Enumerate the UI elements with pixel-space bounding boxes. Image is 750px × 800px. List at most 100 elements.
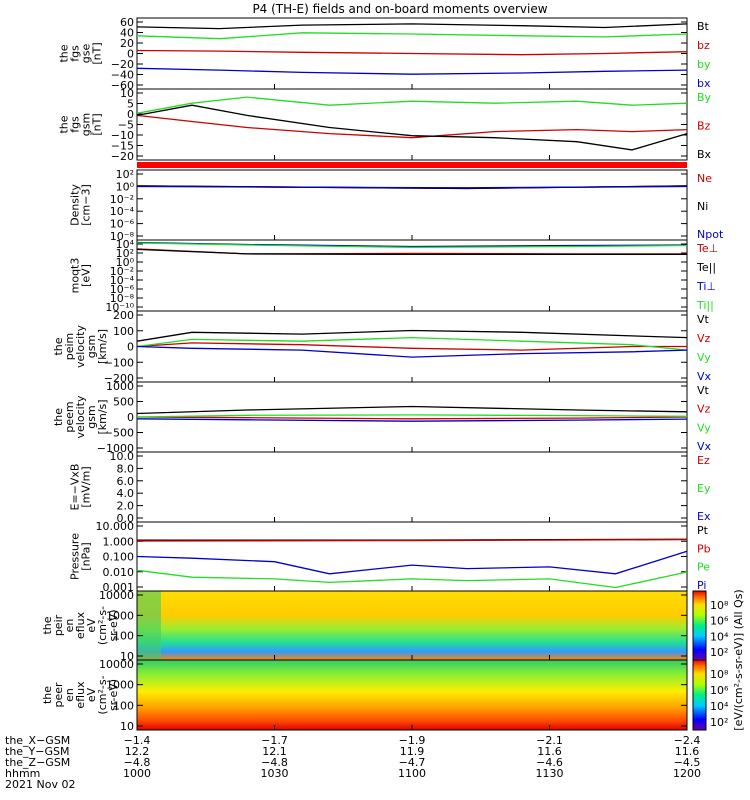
y-tick-label: 10²	[116, 168, 134, 181]
y-tick-label: 10²	[116, 247, 134, 260]
legend-Vt: Vt	[697, 384, 710, 397]
legend-Vt: Vt	[697, 313, 710, 326]
y-tick-label: −20	[111, 150, 134, 163]
y-axis-label-line: the	[58, 115, 71, 133]
legend-bz: bz	[697, 39, 710, 52]
panel-p9: 10000100010010thepeirenefluxeV(cm²-s-sr-…	[41, 589, 688, 663]
y-axis-label-line: peem	[63, 401, 76, 432]
x-axis-row-value: 1000	[123, 767, 151, 780]
y-tick-label: 100	[113, 699, 134, 712]
series-line-Vx	[136, 345, 688, 358]
y-tick-label: 0	[127, 108, 134, 121]
y-tick-label: 10⁻⁴	[110, 205, 135, 218]
colorbar-tick: 10⁴	[710, 700, 729, 713]
y-axis-label-line: peim	[63, 333, 76, 361]
y-tick-label: 1000	[106, 679, 134, 692]
y-tick-label: −100	[104, 356, 134, 369]
y-axis-label-line: gse	[80, 44, 93, 64]
series-line-Npot	[136, 185, 688, 189]
y-axis-label-line: the	[41, 616, 54, 634]
legend-Pb: Pb	[697, 542, 711, 555]
colorbar-tick: 10²	[710, 646, 728, 659]
legend-Vx: Vx	[697, 370, 712, 383]
y-axis-label-line: the	[52, 408, 65, 426]
y-tick-label: 0.001	[103, 581, 135, 594]
y-tick-label: 200	[113, 309, 134, 322]
y-tick-label: 0	[127, 48, 134, 61]
series-line-Vy	[136, 414, 688, 418]
y-tick-label: 1.000	[103, 535, 135, 548]
y-tick-label: 10⁻²	[110, 265, 134, 278]
legend-bx: bx	[697, 77, 711, 90]
series-line-Pi	[136, 550, 688, 575]
spectrogram	[137, 660, 687, 730]
x-axis-row-value: −4.6	[536, 756, 563, 769]
status-bar	[137, 162, 687, 168]
y-tick-label: 10000	[99, 658, 134, 671]
legend-Vz: Vz	[697, 403, 711, 416]
panel-p8: 10.0001.0000.1000.0100.001Pressure[nPa]P…	[69, 520, 711, 594]
series-line-Vx	[136, 418, 688, 422]
y-tick-label: −5	[118, 119, 134, 132]
panel-frame	[136, 169, 688, 241]
y-tick-label: 10⁰	[116, 180, 135, 193]
colorbar-ion	[692, 590, 707, 661]
y-axis-label: Pressure[nPa]	[69, 533, 93, 580]
legend-Pt: Pt	[697, 524, 709, 537]
y-tick-label: 1000	[106, 380, 134, 393]
y-tick-label: −20	[111, 58, 134, 71]
legend-Vy: Vy	[697, 351, 711, 364]
series-line-Vz	[136, 416, 688, 420]
legend-Bz: Bz	[697, 120, 711, 133]
y-axis-label-line: peir	[52, 614, 65, 636]
x-axis-row-value: −4.8	[261, 756, 288, 769]
y-tick-label: 5	[127, 98, 134, 111]
legend-Vx: Vx	[697, 440, 712, 453]
legend-Ne: Ne	[697, 172, 712, 185]
legend-Vy: Vy	[697, 421, 711, 434]
y-axis-label-line: [km/s]	[96, 399, 109, 434]
colorbar-electron	[692, 659, 707, 731]
legend-Ni: Ni	[697, 200, 708, 213]
y-axis-label-line: [eV]	[80, 264, 93, 287]
x-axis-row-value: 1130	[536, 767, 564, 780]
y-tick-label: 8.0	[117, 462, 135, 475]
x-axis-row-value: −4.8	[124, 756, 151, 769]
x-axis-row-value: −2.4	[674, 734, 701, 747]
y-tick-label: 10⁻²	[110, 193, 134, 206]
x-axis-row-value: 11.6	[675, 745, 700, 758]
y-axis-label-line: moqt3	[69, 258, 82, 294]
colorbar-tick: 10⁸	[710, 668, 729, 681]
x-axis-row-value: 1030	[261, 767, 289, 780]
y-axis-label-line: velocity	[74, 395, 87, 438]
series-line-Pe	[136, 569, 688, 589]
y-axis-label-line: sr-eV)	[107, 679, 120, 711]
y-tick-label: 0.100	[103, 551, 135, 564]
y-tick-label: 10⁻¹⁰	[105, 301, 134, 314]
y-tick-label: 10	[120, 87, 134, 100]
y-tick-label: 10⁻⁸	[110, 230, 135, 243]
series-line-Bx	[136, 104, 688, 151]
x-axis-row-value: 11.9	[400, 745, 425, 758]
y-axis-label-line: gsm	[85, 335, 98, 358]
y-axis-label-line: [nT]	[91, 113, 104, 135]
y-tick-label: 40	[120, 27, 134, 40]
series-line-Vy	[136, 336, 688, 351]
y-tick-label: 4.0	[117, 487, 135, 500]
y-axis-label-line: gsm	[85, 405, 98, 428]
y-axis-label-line: [km/s]	[96, 329, 109, 364]
legend-Ti⊥: Ti⊥	[696, 280, 716, 293]
series-line-bx	[136, 67, 688, 75]
series-line-Vz	[136, 342, 687, 351]
x-axis-row-value: −4.5	[674, 756, 701, 769]
y-tick-label: 100	[113, 325, 134, 338]
y-axis-label-line: Pressure	[69, 533, 82, 580]
